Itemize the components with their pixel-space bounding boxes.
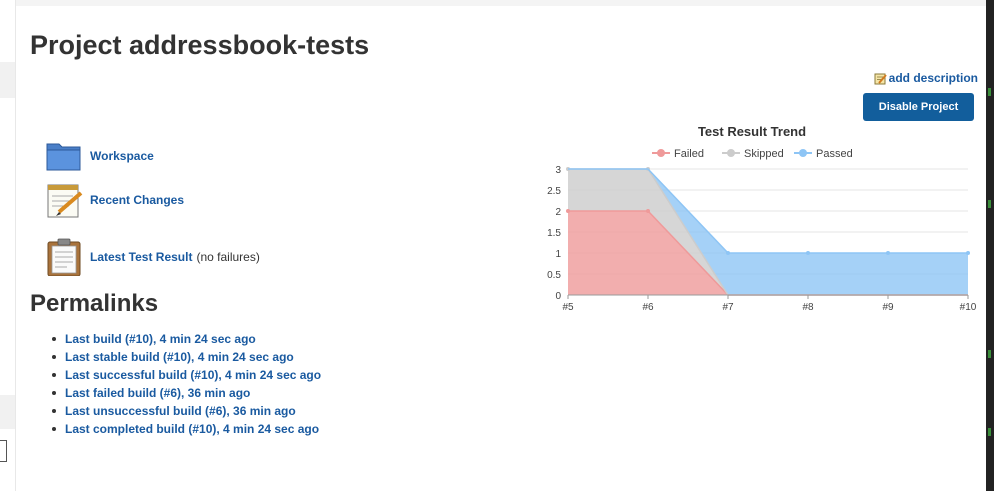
x-tick-label: #8 xyxy=(802,302,814,313)
legend-label: Skipped xyxy=(744,148,784,160)
chart-x-axis: #5 #6 #7 #8 #9 #10 xyxy=(562,294,977,313)
add-description-link[interactable]: add description xyxy=(874,71,978,85)
permalink-last-unsuccessful-build[interactable]: Last unsuccessful build (#6), 36 min ago xyxy=(51,403,321,421)
permalink-last-build[interactable]: Last build (#10), 4 min 24 sec ago xyxy=(51,331,321,349)
chart-y-axis: 0 0.5 1 1.5 2 2.5 3 xyxy=(547,165,561,302)
y-tick-label: 1 xyxy=(555,249,561,260)
y-tick-label: 3 xyxy=(555,165,561,176)
edge-mark xyxy=(988,200,991,208)
x-tick-label: #6 xyxy=(642,302,654,313)
task-workspace-link[interactable]: Workspace xyxy=(90,149,154,163)
x-tick-label: #9 xyxy=(882,302,894,313)
task-recent-changes[interactable]: Recent Changes xyxy=(45,181,184,219)
task-latest-test-result[interactable]: Latest Test Result (no failures) xyxy=(45,238,260,277)
test-result-status: (no failures) xyxy=(196,250,260,264)
disable-project-button[interactable]: Disable Project xyxy=(863,93,974,121)
sidebar-block xyxy=(0,395,15,429)
trend-chart-svg: Test Result Trend Failed Skipped Passed 00… xyxy=(547,124,977,313)
series-line-passed xyxy=(568,168,968,254)
left-sidebar-edge xyxy=(0,0,16,491)
top-strip xyxy=(16,0,994,6)
y-tick-label: 2 xyxy=(555,207,561,218)
edit-notepad-icon xyxy=(874,72,887,85)
permalink-last-completed-build[interactable]: Last completed build (#10), 4 min 24 sec… xyxy=(51,421,321,439)
permalink-last-successful-build[interactable]: Last successful build (#10), 4 min 24 se… xyxy=(51,367,321,385)
task-recent-changes-link[interactable]: Recent Changes xyxy=(90,193,185,207)
right-window-edge xyxy=(986,0,994,491)
data-point-passed[interactable] xyxy=(806,251,810,255)
x-tick-label: #7 xyxy=(722,302,734,313)
edge-mark xyxy=(988,428,991,436)
chart-title: Test Result Trend xyxy=(698,124,806,139)
folder-icon xyxy=(45,137,83,175)
permalinks-list: Last build (#10), 4 min 24 sec ago Last … xyxy=(51,331,321,439)
edge-mark xyxy=(988,350,991,358)
legend-item-skipped[interactable]: Skipped xyxy=(722,148,784,160)
data-point-failed[interactable] xyxy=(566,209,570,213)
permalink-last-stable-build[interactable]: Last stable build (#10), 4 min 24 sec ag… xyxy=(51,349,321,367)
data-point-passed[interactable] xyxy=(886,251,890,255)
task-latest-test-result-link[interactable]: Latest Test Result xyxy=(90,250,193,264)
page-title: Project addressbook-tests xyxy=(30,30,370,60)
sidebar-input-edge[interactable] xyxy=(0,440,7,462)
chart-areas xyxy=(566,167,970,296)
sidebar-block xyxy=(0,62,15,98)
notepad-icon xyxy=(45,181,83,219)
y-tick-label: 0.5 xyxy=(547,270,561,281)
data-point-passed[interactable] xyxy=(966,251,970,255)
data-point-passed[interactable] xyxy=(726,251,730,255)
x-tick-label: #5 xyxy=(562,302,574,313)
chart-legend: Failed Skipped Passed xyxy=(652,148,853,160)
data-point-failed[interactable] xyxy=(646,209,650,213)
add-description-label: add description xyxy=(888,71,978,85)
legend-label: Passed xyxy=(816,148,853,160)
legend-item-passed[interactable]: Passed xyxy=(794,148,853,160)
legend-label: Failed xyxy=(674,148,704,160)
legend-item-failed[interactable]: Failed xyxy=(652,148,704,160)
permalinks-heading: Permalinks xyxy=(30,290,159,317)
clipboard-icon xyxy=(45,238,83,277)
task-workspace[interactable]: Workspace xyxy=(45,137,154,175)
permalink-last-failed-build[interactable]: Last failed build (#6), 36 min ago xyxy=(51,385,321,403)
y-tick-label: 0 xyxy=(555,291,561,302)
y-tick-label: 2.5 xyxy=(547,186,561,197)
edge-mark xyxy=(988,88,991,96)
x-tick-label: #10 xyxy=(960,302,977,313)
y-tick-label: 1.5 xyxy=(547,228,561,239)
